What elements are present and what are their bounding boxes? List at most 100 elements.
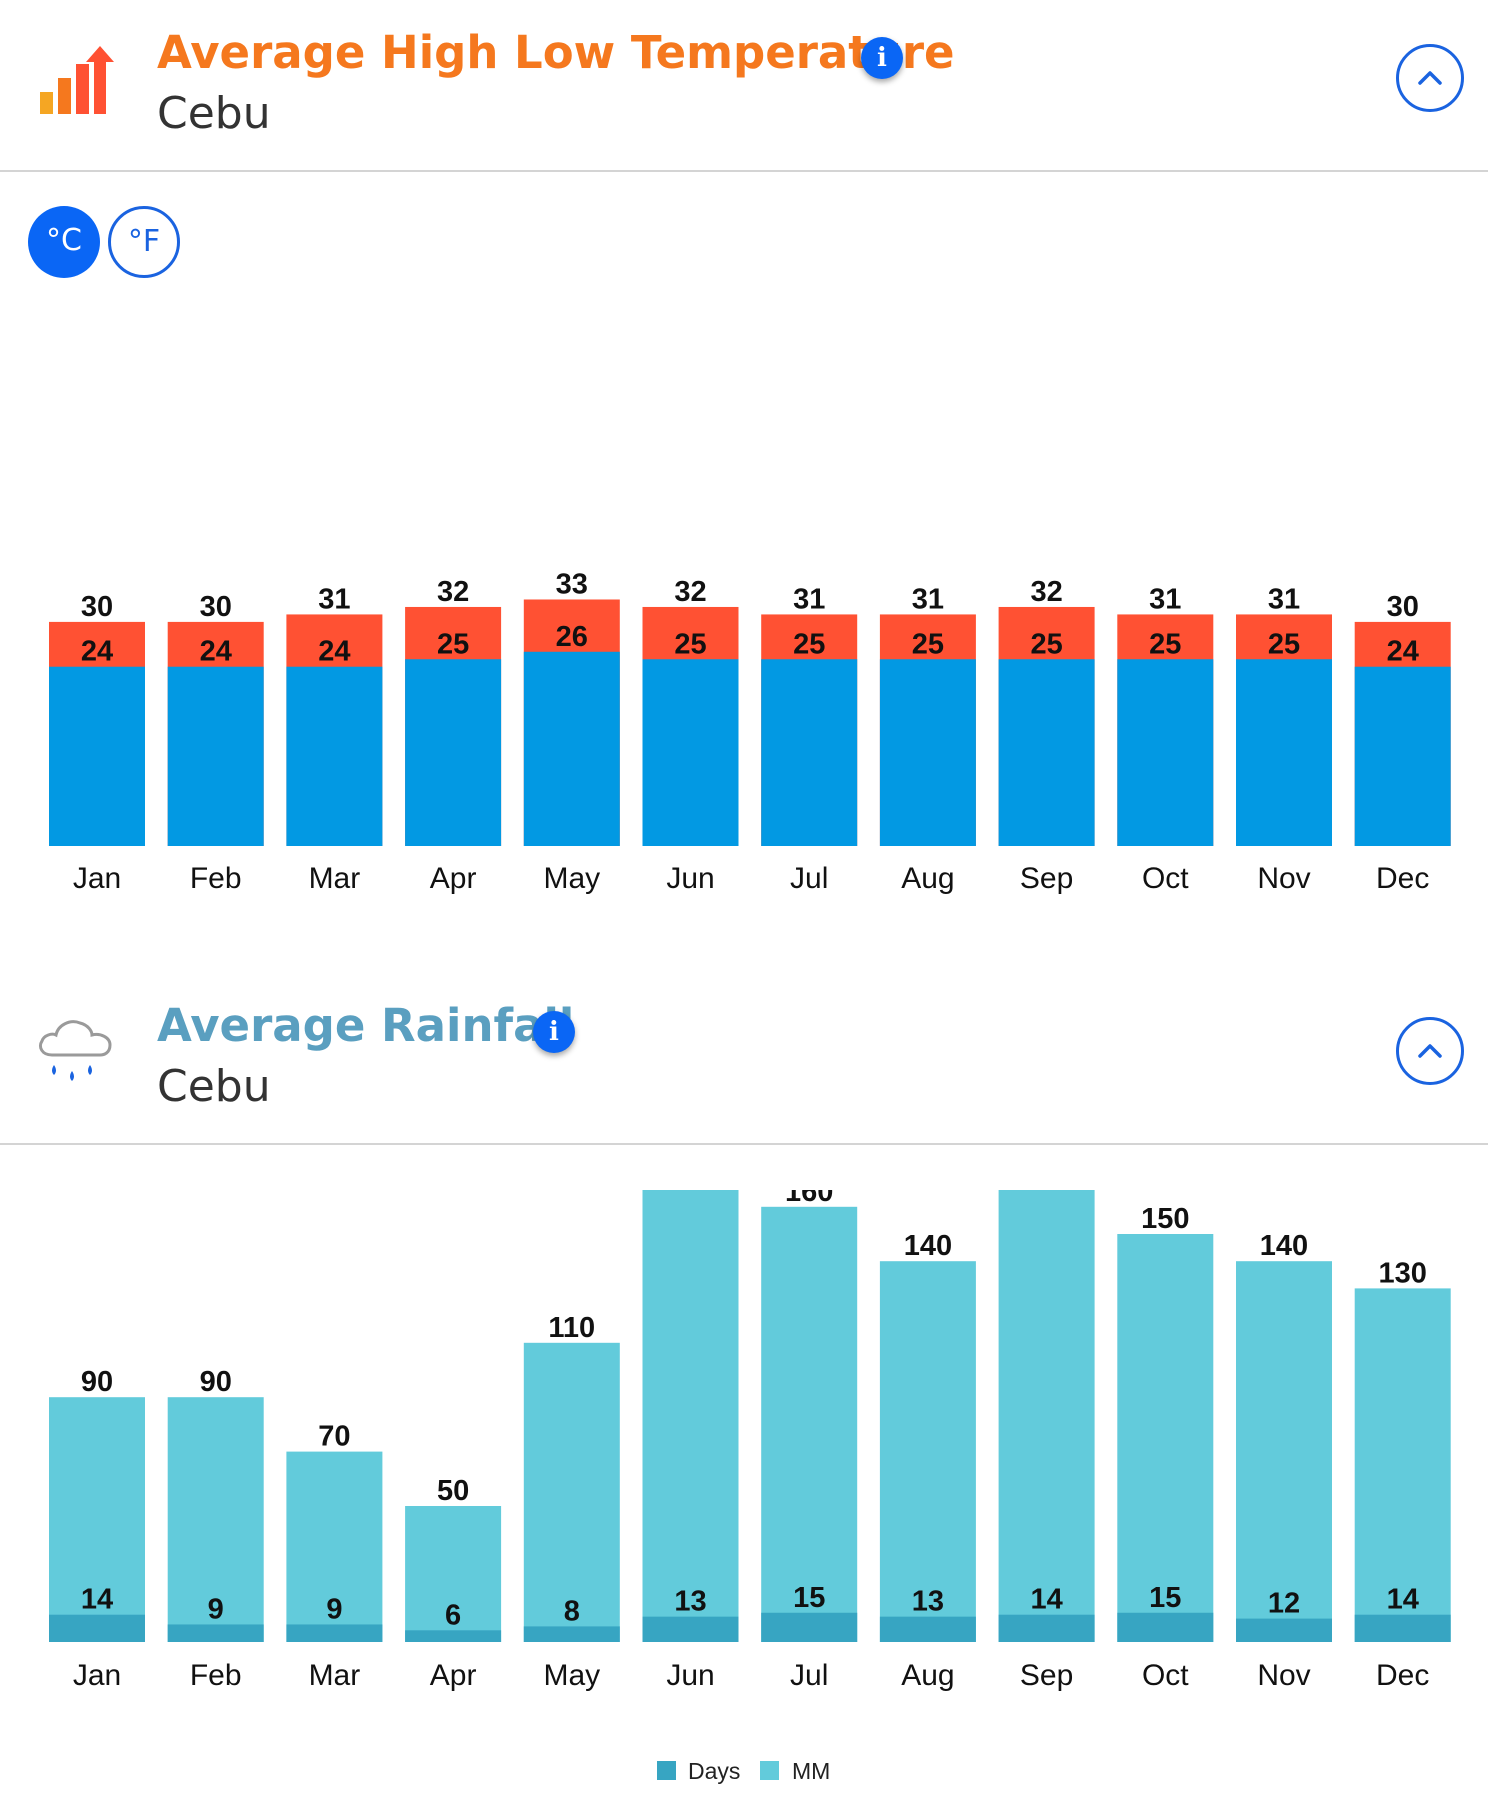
month-label: Mar — [309, 1659, 361, 1692]
month-label: Oct — [1142, 1659, 1189, 1692]
celsius-toggle[interactable]: °C — [28, 206, 100, 278]
low-temp-bar — [1236, 659, 1332, 846]
rain-mm-bar — [523, 1342, 620, 1642]
month-label: Mar — [309, 862, 361, 895]
low-temp-label: 25 — [912, 628, 944, 660]
rain-mm-label: 50 — [437, 1475, 469, 1507]
rain-days-bar — [49, 1614, 145, 1642]
rainfall-collapse-button[interactable] — [1396, 1017, 1464, 1085]
month-label: Apr — [430, 862, 477, 895]
fahrenheit-toggle[interactable]: °F — [108, 206, 180, 278]
rainfall-info-button[interactable]: i — [533, 1011, 575, 1053]
rain-days-bar — [879, 1616, 976, 1642]
low-temp-label: 24 — [81, 636, 113, 668]
month-label: Jul — [790, 1659, 828, 1692]
rainfall-location: Cebu — [157, 1061, 271, 1112]
rain-days-bar — [642, 1616, 739, 1642]
month-label: Feb — [190, 862, 242, 895]
low-temp-bar — [642, 659, 739, 846]
low-temp-label: 25 — [793, 628, 825, 660]
rain-days-label: 14 — [1030, 1584, 1062, 1616]
rain-mm-bar — [998, 1190, 1095, 1642]
rain-days-label: 12 — [1268, 1588, 1300, 1620]
rain-days-label: 15 — [1149, 1582, 1181, 1614]
temperature-header: Average High Low Temperature Cebu i — [0, 0, 1488, 172]
low-temp-label: 24 — [1387, 636, 1419, 668]
rain-mm-bar — [1236, 1261, 1332, 1642]
low-temp-bar — [405, 659, 502, 846]
high-temp-label: 31 — [793, 583, 825, 615]
month-label: Feb — [190, 1659, 242, 1692]
rain-days-bar — [1236, 1618, 1332, 1642]
low-temp-label: 25 — [674, 628, 706, 660]
low-temp-label: 25 — [437, 628, 469, 660]
rain-mm-label: 150 — [1141, 1203, 1189, 1235]
high-temp-label: 32 — [437, 576, 469, 608]
temperature-collapse-button[interactable] — [1396, 44, 1464, 112]
rain-days-label: 8 — [564, 1595, 580, 1627]
rain-mm-label: 130 — [1379, 1257, 1427, 1289]
low-temp-bar — [286, 666, 383, 846]
temperature-chart: 30 24 Jan 30 24 Feb 31 24 Mar 32 25 Apr 33 26 May 32 25 J… — [49, 568, 1451, 895]
rainfall-header: Average Rainfall Cebu i — [0, 973, 1488, 1145]
high-temp-label: 32 — [674, 576, 706, 608]
chevron-up-icon — [1418, 1044, 1442, 1058]
month-label: Sep — [1020, 862, 1073, 895]
low-temp-bar — [998, 659, 1095, 846]
temperature-info-button[interactable]: i — [861, 37, 903, 79]
legend-mm-swatch — [760, 1761, 779, 1780]
rain-days-bar — [1117, 1612, 1214, 1642]
rain-mm-bar — [49, 1397, 145, 1642]
month-label: Jan — [73, 862, 121, 895]
rain-mm-bar — [167, 1397, 264, 1642]
high-temp-label: 31 — [1149, 583, 1181, 615]
low-temp-bar — [761, 659, 858, 846]
rain-mm-bar — [405, 1506, 502, 1642]
temperature-location: Cebu — [157, 88, 271, 139]
high-temp-label: 30 — [1387, 591, 1419, 623]
temperature-title: Average High Low Temperature — [157, 26, 955, 79]
legend-days-label: Days — [688, 1758, 740, 1784]
rain-days-label: 9 — [208, 1593, 224, 1625]
high-temp-label: 31 — [1268, 583, 1300, 615]
month-label: Nov — [1257, 862, 1310, 895]
rain-mm-label: 90 — [200, 1366, 232, 1398]
month-label: Jan — [73, 1659, 121, 1692]
month-label: Oct — [1142, 862, 1189, 895]
rain-days-label: 13 — [912, 1586, 944, 1618]
low-temp-label: 24 — [200, 636, 232, 668]
rain-mm-label: 90 — [81, 1366, 113, 1398]
month-label: Jul — [790, 862, 828, 895]
rainfall-chart: 9014Jan909Feb709Mar506Apr1108May17013Jun… — [49, 1190, 1451, 1784]
rain-mm-bar — [879, 1261, 976, 1642]
rain-mm-label: 140 — [904, 1230, 952, 1262]
low-temp-bar — [879, 659, 976, 846]
month-label: May — [543, 862, 600, 895]
high-temp-label: 30 — [200, 591, 232, 623]
rain-mm-label: 110 — [548, 1312, 595, 1344]
month-label: Sep — [1020, 1659, 1073, 1692]
rain-mm-bar — [761, 1206, 858, 1642]
rain-cloud-icon — [38, 1020, 112, 1081]
low-temp-label: 26 — [556, 621, 588, 653]
month-label: Jun — [666, 1659, 714, 1692]
rain-mm-label: 160 — [785, 1190, 833, 1208]
rain-mm-bar — [1117, 1234, 1214, 1642]
rain-days-bar — [1354, 1614, 1451, 1642]
rain-mm-bar — [1354, 1288, 1451, 1642]
month-label: Aug — [901, 1659, 954, 1692]
low-temp-bar — [523, 651, 620, 846]
low-temp-label: 24 — [318, 636, 350, 668]
month-label: May — [543, 1659, 600, 1692]
month-label: Apr — [430, 1659, 477, 1692]
bar-chart-up-icon — [40, 46, 114, 114]
rain-days-label: 9 — [326, 1593, 342, 1625]
high-temp-label: 33 — [556, 568, 588, 600]
month-label: Jun — [666, 862, 714, 895]
rain-days-bar — [523, 1626, 620, 1642]
rain-days-bar — [405, 1630, 502, 1642]
rain-days-bar — [167, 1624, 264, 1642]
legend-days-swatch — [657, 1761, 676, 1780]
rain-days-label: 15 — [793, 1582, 825, 1614]
month-label: Nov — [1257, 1659, 1310, 1692]
